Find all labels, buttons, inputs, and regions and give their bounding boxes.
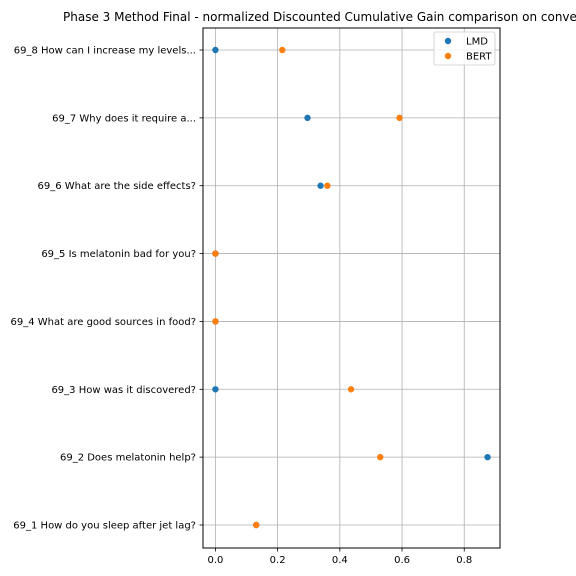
y-tick-label: 69_4 What are good sources in food?	[11, 317, 196, 328]
y-tick-label: 69_7 Why does it require a...	[52, 113, 196, 124]
x-tick-label: 0.8	[456, 555, 472, 566]
x-tick-label: 0.6	[394, 555, 410, 566]
y-tick-label: 69_2 Does melatonin help?	[60, 453, 196, 464]
data-point-bert	[279, 46, 286, 54]
y-tick-label: 69_6 What are the side effects?	[38, 181, 196, 192]
y-axis-ticks: 69_8 How can I increase my levels... 69_7…	[11, 46, 203, 532]
data-point-bert	[377, 453, 384, 461]
x-tick-label: 0.2	[270, 555, 286, 566]
data-point-bert	[212, 250, 219, 257]
grid-layer	[203, 28, 500, 548]
x-axis-ticks: 0.0 0.2 0.4 0.6 0.8	[207, 548, 472, 566]
legend-label-bert: BERT	[466, 52, 492, 63]
y-tick-label: 69_8 How can I increase my levels...	[14, 46, 196, 57]
data-point-bert	[252, 521, 260, 529]
data-point-bert	[324, 182, 331, 189]
data-point-bert	[396, 114, 403, 122]
x-tick-label: 0.0	[207, 555, 223, 566]
y-tick-label: 69_5 Is melatonin bad for you?	[41, 249, 196, 260]
data-point-bert	[212, 318, 219, 325]
data-point-lmd	[212, 386, 219, 393]
data-point-lmd	[484, 453, 491, 461]
y-tick-label: 69_3 How was it discovered?	[51, 385, 196, 396]
legend-marker-bert	[444, 52, 452, 60]
legend-label-lmd: LMD	[466, 37, 488, 48]
points-layer	[212, 46, 491, 529]
data-point-lmd	[212, 46, 219, 54]
data-point-lmd	[317, 182, 324, 189]
x-tick-label: 0.4	[332, 555, 348, 566]
legend: LMD BERT	[433, 31, 496, 66]
plot-area-frame	[202, 27, 501, 549]
data-point-lmd	[304, 114, 311, 122]
y-tick-label: 69_1 How do you sleep after jet lag?	[13, 521, 196, 532]
data-point-bert	[347, 386, 355, 393]
chart-title: Phase 3 Method Final - normalized Discou…	[63, 10, 576, 24]
legend-marker-lmd	[444, 37, 452, 45]
